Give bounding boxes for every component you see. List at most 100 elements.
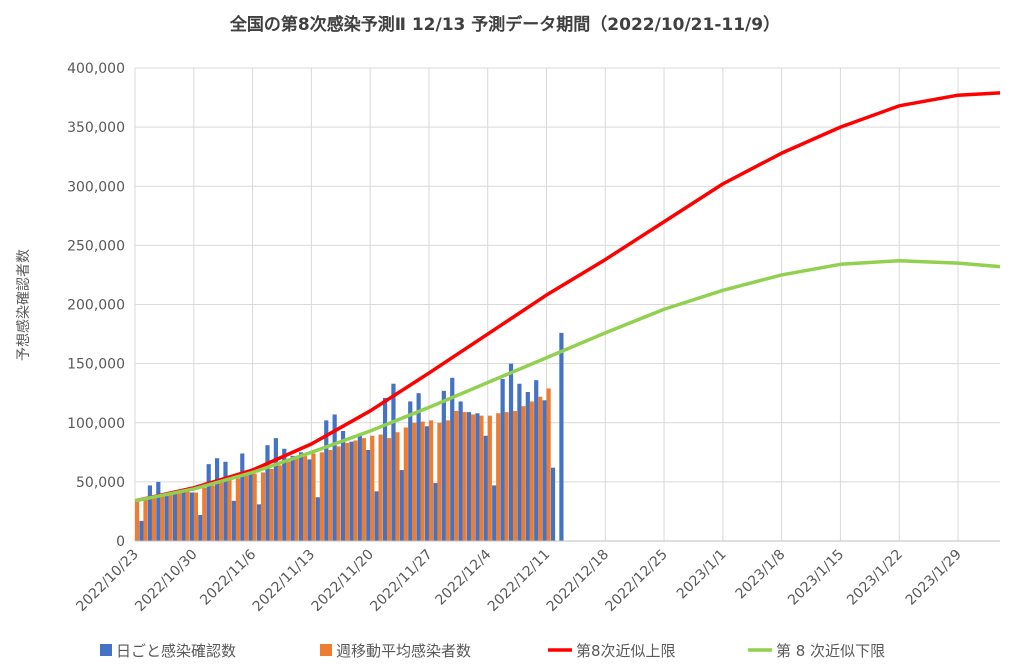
bar: [521, 406, 526, 541]
bar: [512, 410, 518, 541]
legend-swatch: [320, 644, 332, 656]
bar: [479, 415, 484, 541]
bar: [433, 483, 438, 541]
bar: [206, 464, 211, 541]
bar: [391, 383, 396, 541]
bar: [193, 492, 198, 541]
bar: [328, 449, 333, 541]
bar: [252, 473, 257, 541]
bar: [445, 420, 450, 541]
bar: [218, 481, 224, 541]
bar: [382, 397, 388, 541]
bar: [269, 468, 274, 541]
bar: [139, 520, 144, 541]
bar: [164, 496, 169, 541]
bar: [542, 400, 547, 541]
bar: [332, 414, 337, 541]
bar: [420, 421, 425, 541]
x-tick-label: 2022/12/18: [544, 547, 612, 615]
bar: [227, 479, 232, 541]
bar: [559, 332, 564, 541]
bar: [462, 412, 467, 541]
bar: [202, 487, 207, 541]
legend-label: 週移動平均感染者数: [336, 642, 471, 660]
bar: [353, 440, 358, 541]
bar: [231, 500, 236, 541]
line: [135, 258, 1001, 503]
bar: [366, 449, 371, 541]
x-tick-label: 2023/1/8: [733, 547, 789, 603]
bar: [424, 426, 430, 541]
bar: [223, 461, 228, 541]
y-tick-label: 150,000: [67, 357, 125, 373]
bar: [412, 422, 417, 541]
bar: [483, 435, 488, 541]
bar: [147, 485, 153, 541]
bar: [210, 485, 215, 541]
chart-title: 全国の第8次感染予測Ⅱ 12/13 予測データ期間（2022/10/21-11/…: [229, 14, 780, 35]
bar: [475, 413, 480, 541]
y-tick-label: 200,000: [67, 298, 125, 314]
bar: [487, 415, 492, 541]
bar: [307, 459, 312, 541]
bar: [336, 446, 341, 541]
legend-swatch: [100, 644, 112, 656]
bar: [143, 499, 148, 541]
bar: [151, 497, 156, 541]
line: [135, 91, 1001, 503]
bar: [534, 380, 539, 541]
x-tick-label: 2022/10/30: [132, 547, 200, 615]
bar: [290, 455, 295, 541]
bar: [500, 378, 505, 541]
x-tick-label: 2023/1/29: [903, 547, 965, 609]
bar: [546, 388, 551, 541]
bar: [538, 396, 543, 541]
x-tick-label: 2022/11/27: [367, 547, 435, 615]
bar: [408, 401, 413, 541]
bar: [248, 470, 253, 541]
bar: [185, 491, 190, 541]
y-tick-label: 100,000: [67, 416, 125, 432]
bar: [441, 390, 446, 541]
bar: [311, 453, 316, 541]
bar: [286, 461, 291, 541]
bar: [160, 496, 165, 541]
bar: [374, 491, 379, 541]
bar: [298, 452, 304, 541]
bar: [496, 413, 501, 541]
bar: [273, 438, 278, 541]
x-tick-label: 2022/12/25: [603, 547, 671, 615]
y-tick-label: 0: [116, 534, 125, 550]
bar: [378, 434, 383, 541]
bar: [173, 493, 178, 541]
y-axis-label: 予想感染確認者数: [15, 249, 32, 361]
bar: [517, 383, 522, 541]
bar: [370, 435, 375, 541]
bar: [265, 445, 270, 541]
x-tick-label: 2023/1/15: [785, 547, 847, 609]
bar: [277, 465, 282, 541]
bar: [399, 470, 404, 541]
bar: [357, 435, 362, 541]
bar: [416, 393, 421, 541]
x-tick-label: 2022/11/6: [197, 546, 259, 608]
x-tick-label: 2022/10/23: [73, 547, 141, 615]
y-tick-label: 250,000: [67, 238, 125, 254]
bar: [529, 401, 534, 541]
x-tick-label: 2023/1/1: [674, 547, 730, 603]
legend-label: 第 8 次近似下限: [776, 642, 885, 660]
y-tick-label: 300,000: [67, 179, 125, 195]
bar: [176, 492, 182, 541]
bar: [492, 485, 497, 541]
bar: [437, 422, 442, 541]
bar: [260, 472, 266, 541]
legend-label: 第8次近似上限: [576, 642, 676, 660]
bar: [302, 455, 308, 541]
x-tick-label: 2022/12/11: [485, 547, 553, 615]
bar: [395, 432, 400, 541]
bar: [156, 481, 161, 541]
bar: [235, 478, 240, 541]
bar: [324, 420, 329, 541]
bar: [340, 431, 346, 541]
x-tick-label: 2023/1/22: [844, 547, 906, 609]
